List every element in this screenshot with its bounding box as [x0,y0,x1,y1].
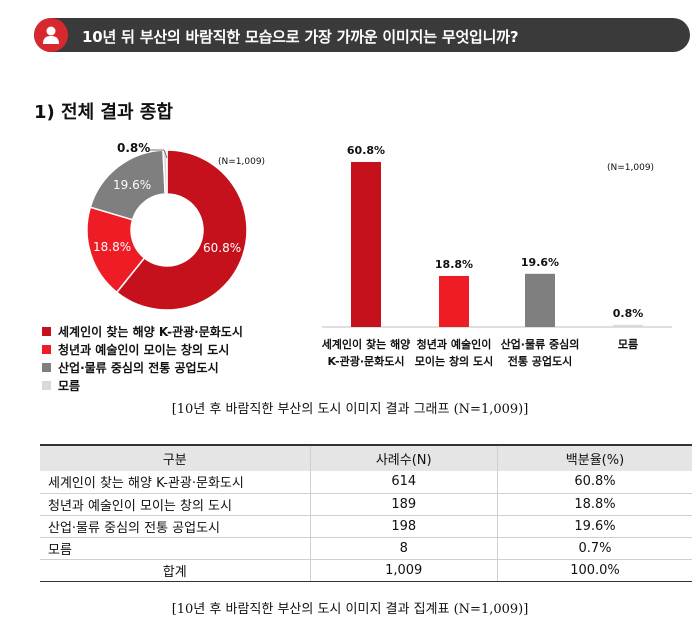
bar-1 [439,275,469,327]
bar-category-line: 청년과 예술인이 [416,338,492,351]
table-row: 모름 8 0.7% [40,537,692,560]
bar-value-label: 19.6% [520,255,560,269]
bar-sample-note: (N=1,009) [607,163,655,173]
bar-category-line: 전통 공업도시 [507,355,573,368]
legend-item: 청년과 예술인이 모이는 창의 도시 [42,340,243,358]
pie-label-3: 0.8% [117,141,151,155]
pie-slice-2 [89,149,166,221]
row-percent: 0.7% [496,537,692,560]
legend-swatch [42,344,51,354]
bar-value-label: 18.8% [434,257,474,271]
legend-item: 산업·물류 중심의 전통 공업도시 [42,358,243,376]
total-count: 1,009 [309,559,498,582]
pie-sample-note: (N=1,009) [218,157,266,167]
pie-leader-line [150,149,168,159]
legend-label: 청년과 예술인이 모이는 창의 도시 [58,342,230,357]
row-category: 세계인이 찾는 해양 K-관광·문화도시 [40,471,310,494]
bar-3 [613,324,643,327]
legend-swatch [42,362,51,372]
legend-label: 산업·물류 중심의 전통 공업도시 [58,360,219,375]
legend-label: 세계인이 찾는 해양 K-관광·문화도시 [58,324,243,339]
question-icon-circle [34,18,68,52]
row-count: 614 [309,471,498,494]
header-count: 사례수(N) [309,444,498,471]
question-banner: 10년 뒤 부산의 바람직한 모습으로 가장 가까운 이미지는 무엇입니까? [34,18,690,52]
graph-caption: [10년 후 바람직한 부산의 도시 이미지 결과 그래프 (N=1,009)] [171,402,529,417]
row-category: 모름 [40,537,310,560]
bar-value-label: 60.8% [346,143,386,157]
row-count: 198 [309,515,498,538]
bar-2 [525,273,555,327]
row-category: 산업·물류 중심의 전통 공업도시 [40,515,310,538]
table-total-row: 합계 1,009 100.0% [40,559,692,582]
donut-chart [86,149,248,311]
bar-category-line: K-관광·문화도시 [327,355,405,368]
legend-label: 모름 [58,378,81,393]
table-header-row: 구분 사례수(N) 백분율(%) [40,444,692,471]
user-icon [43,26,59,44]
bar-0 [351,161,381,327]
legend-item: 모름 [42,376,243,394]
total-label: 합계 [40,559,310,582]
row-percent: 19.6% [496,515,692,538]
table-row: 청년과 예술인이 모이는 창의 도시 189 18.8% [40,493,692,516]
bar-category-label: 모름 [578,336,678,353]
legend-swatch [42,380,51,390]
pie-label-1: 18.8% [93,240,132,254]
pie-legend: 세계인이 찾는 해양 K-관광·문화도시 청년과 예술인이 모이는 창의 도시 … [42,322,243,394]
legend-item: 세계인이 찾는 해양 K-관광·문화도시 [42,322,243,340]
table-row: 산업·물류 중심의 전통 공업도시 198 19.6% [40,515,692,538]
total-percent: 100.0% [496,559,692,582]
row-count: 189 [309,493,498,516]
question-text: 10년 뒤 부산의 바람직한 모습으로 가장 가까운 이미지는 무엇입니까? [82,28,519,46]
row-count: 8 [309,537,498,560]
row-percent: 18.8% [496,493,692,516]
bar-category-line: 산업·물류 중심의 [500,338,580,351]
bar-category-line: 모름 [617,338,639,351]
pie-label-2: 19.6% [113,178,152,192]
table-row: 세계인이 찾는 해양 K-관광·문화도시 614 60.8% [40,471,692,494]
bar-category-label: 세계인이 찾는 해양 K-관광·문화도시 [316,336,416,370]
bar-chart [322,161,672,328]
header-category: 구분 [40,444,310,471]
row-percent: 60.8% [496,471,692,494]
legend-swatch [42,326,51,336]
pie-slice-0 [115,149,248,311]
row-category: 청년과 예술인이 모이는 창의 도시 [40,493,310,516]
table-caption: [10년 후 바람직한 부산의 도시 이미지 결과 집계표 (N=1,009)] [171,602,529,617]
bar-value-label: 0.8% [612,306,644,320]
pie-label-0: 60.8% [203,241,242,255]
section-title: 1) 전체 결과 종합 [34,102,173,123]
header-percent: 백분율(%) [496,444,692,471]
bar-category-line: 세계인이 찾는 해양 [321,338,411,351]
bar-category-line: 모이는 창의 도시 [414,355,494,368]
result-table: 구분 사례수(N) 백분율(%) 세계인이 찾는 해양 K-관광·문화도시 61… [40,444,692,582]
